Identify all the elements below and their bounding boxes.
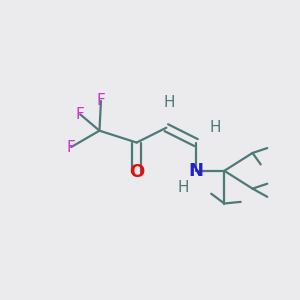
Text: F: F [76,107,85,122]
Text: H: H [178,180,189,195]
Text: H: H [210,120,221,135]
Text: F: F [97,94,105,109]
Text: O: O [129,163,144,181]
Text: F: F [67,140,76,154]
Text: H: H [164,95,175,110]
Text: N: N [189,162,204,180]
